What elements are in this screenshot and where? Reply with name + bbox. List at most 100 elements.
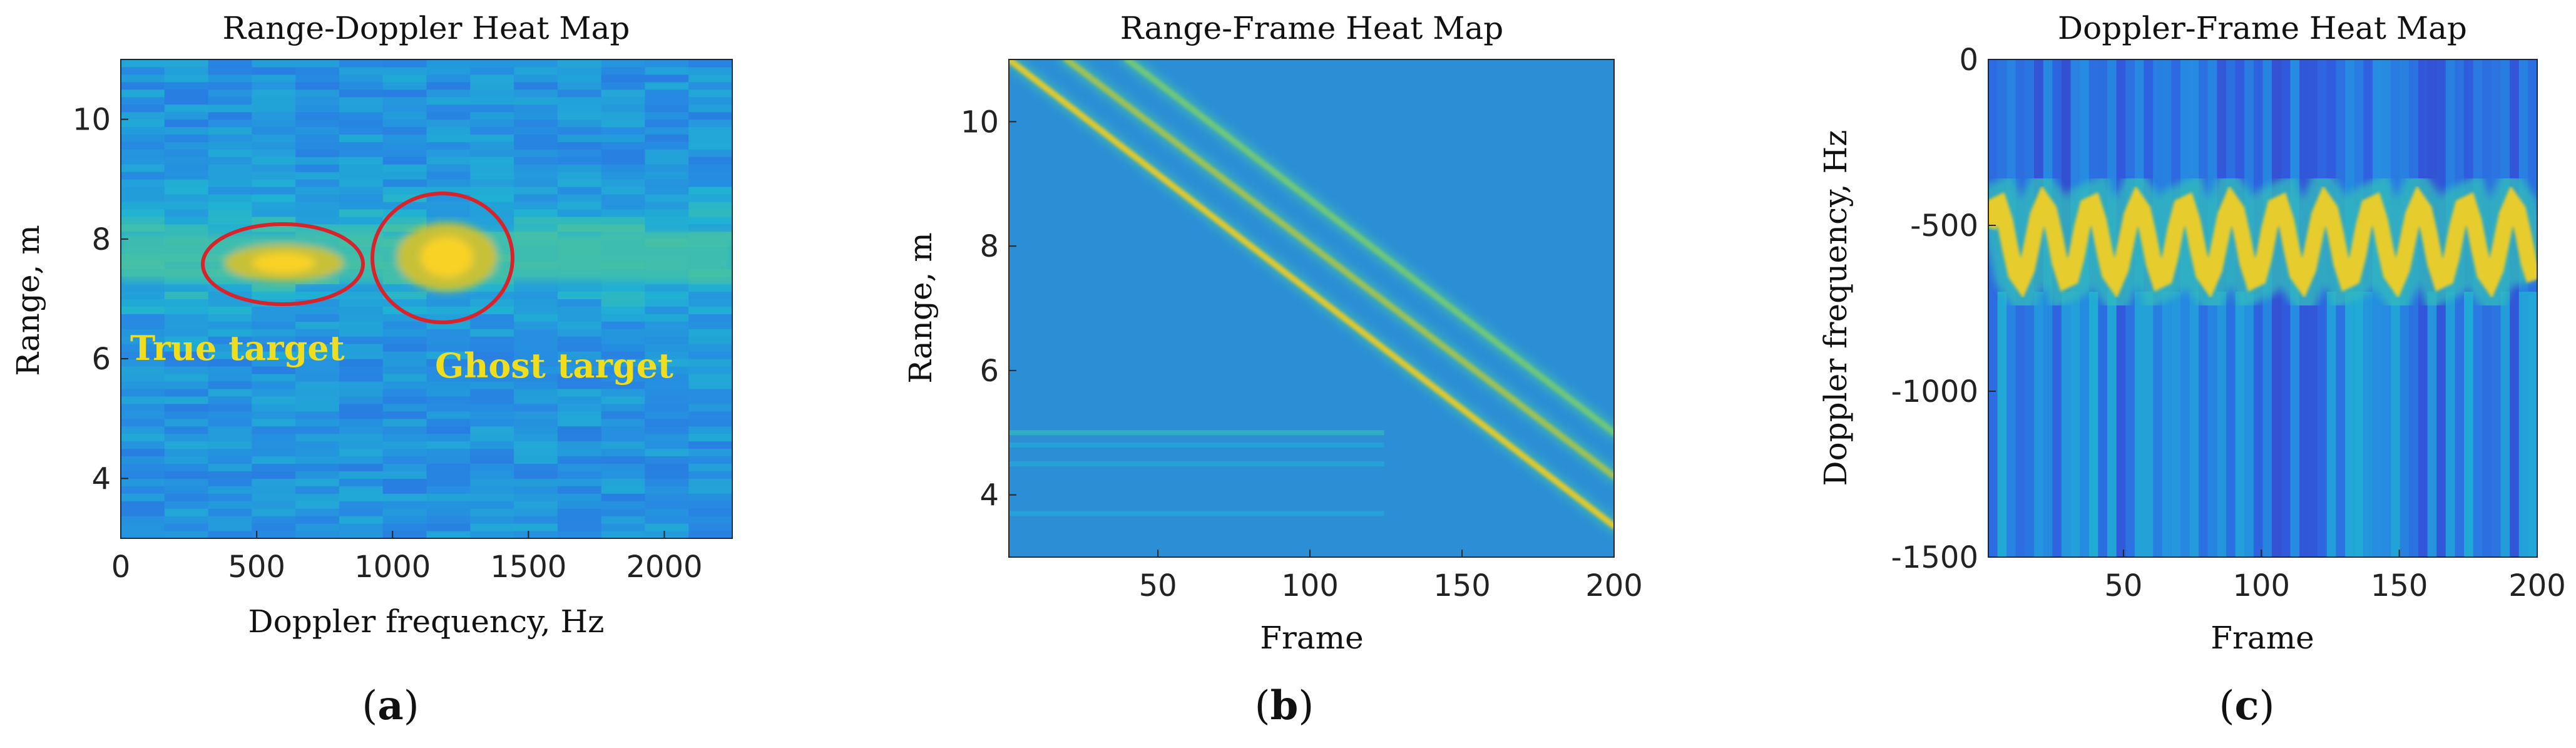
heatmap-cell-a — [382, 418, 427, 427]
heatmap-cell-a — [645, 141, 689, 150]
heatmap-cell-a — [470, 418, 514, 427]
heatmap-cell-a — [252, 493, 296, 501]
heatmap-cell-a — [252, 156, 296, 165]
heatmap-cell-a — [470, 433, 514, 442]
heatmap-cell-a — [164, 456, 209, 464]
heatmap-cell-a — [121, 209, 165, 217]
heatmap-cell-a — [514, 366, 558, 374]
heatmap-cell-a — [557, 374, 602, 382]
heatmap-cell-a — [514, 179, 558, 187]
heatmap-cell-a — [382, 291, 427, 299]
doppler-streak-c — [2144, 292, 2154, 557]
heatmap-cell-a — [252, 478, 296, 486]
heatmap-cell-a — [514, 217, 558, 225]
heatmap-cell-a — [514, 202, 558, 210]
heatmap-cell-a — [382, 74, 427, 83]
heatmap-cell-a — [252, 284, 296, 292]
heatmap-cell-a — [470, 478, 514, 486]
heatmap-cell-a — [557, 426, 602, 434]
heatmap-cell-a — [164, 202, 209, 210]
heatmap-cell-a — [121, 403, 165, 412]
heatmap-cell-a — [121, 299, 165, 307]
heatmap-cell-a — [470, 456, 514, 464]
heatmap-cell-a — [382, 523, 427, 531]
heatmap-cell-a — [295, 314, 340, 322]
heatmap-cell-a — [121, 441, 165, 449]
y-tick-label-c: -500 — [1910, 208, 1978, 243]
heatmap-cell-a — [557, 299, 602, 307]
doppler-column-c — [2262, 59, 2272, 557]
heatmap-cell-a — [121, 388, 165, 397]
heatmap-cell-a — [645, 486, 689, 494]
heatmap-cell-a — [601, 96, 645, 105]
heatmap-cell-a — [557, 381, 602, 389]
heatmap-cell-a — [645, 194, 689, 202]
heatmap-cell-a — [514, 96, 558, 105]
heatmap-cell-a — [601, 119, 645, 128]
heatmap-cell-a — [601, 134, 645, 142]
heatmap-cell-a — [688, 329, 732, 337]
heatmap-cell-a — [208, 501, 252, 509]
heatmap-cell-a — [645, 172, 689, 180]
heatmap-cell-a — [426, 89, 471, 98]
heatmap-cell-a — [339, 306, 384, 314]
heatmap-cell-a — [339, 501, 384, 509]
heatmap-cell-a — [208, 164, 252, 172]
doppler-band-core-c — [1988, 185, 2537, 299]
heatmap-cell-a — [601, 306, 645, 314]
heatmap-cell-a — [514, 478, 558, 486]
heatmap-cell-a — [688, 478, 732, 486]
heatmap-cell-a — [164, 329, 209, 337]
heatmap-cell-a — [601, 396, 645, 404]
heatmap-cell-a — [121, 523, 165, 531]
clutter-line-b — [1009, 461, 1384, 466]
heatmap-cell-a — [601, 448, 645, 457]
heatmap-cell-a — [164, 149, 209, 157]
heatmap-cell-a — [252, 119, 296, 128]
heatmap-cell-a — [601, 471, 645, 479]
heatmap-cell-a — [208, 486, 252, 494]
heatmap-cell-a — [601, 344, 645, 352]
heatmap-cell-a — [382, 141, 427, 150]
heatmap-cell-a — [645, 66, 689, 75]
heatmap-cell-a — [557, 531, 602, 538]
heatmap-cell-a — [470, 149, 514, 157]
doppler-streak-c — [2528, 292, 2537, 557]
heatmap-cell-a — [252, 471, 296, 479]
heatmap-cell-a — [121, 74, 165, 83]
x-tick-label-b: 150 — [1433, 568, 1491, 603]
heatmap-cell-a — [601, 478, 645, 486]
heatmap-a — [121, 59, 732, 538]
heatmap-cell-a — [164, 463, 209, 471]
x-tick-label-c: 200 — [2508, 568, 2566, 603]
heatmap-cell-a — [252, 291, 296, 299]
heatmap-cell-a — [601, 336, 645, 344]
heatmap-cell-a — [295, 164, 340, 172]
heatmap-cell-a — [470, 523, 514, 531]
heatmap-cell-a — [645, 433, 689, 442]
heatmap-cell-a — [514, 314, 558, 322]
heatmap-cell-a — [121, 516, 165, 524]
heatmap-cell-a — [426, 478, 471, 486]
heatmap-cell-a — [426, 202, 471, 210]
heatmap-cell-a — [339, 149, 384, 157]
heatmap-cell-a — [339, 314, 384, 322]
heatmap-cell-a — [295, 486, 340, 494]
heatmap-cell-a — [514, 433, 558, 442]
heatmap-cell-a — [557, 217, 602, 225]
heatmap-cell-a — [470, 366, 514, 374]
heatmap-cell-a — [688, 336, 732, 344]
true-target-circle — [201, 222, 365, 306]
heatmap-cell-a — [557, 187, 602, 195]
heatmap-cell-a — [295, 306, 340, 314]
heatmap-cell-a — [470, 74, 514, 83]
heatmap-cell-a — [208, 202, 252, 210]
heatmap-cell-a — [514, 531, 558, 538]
doppler-streak-c — [1997, 292, 2007, 557]
heatmap-cell-a — [208, 119, 252, 128]
heatmap-cell-a — [164, 179, 209, 187]
x-tick-label-a: 2000 — [626, 550, 702, 585]
heatmap-cell-a — [208, 329, 252, 337]
heatmap-cell-a — [252, 66, 296, 75]
heatmap-cell-a — [164, 523, 209, 531]
